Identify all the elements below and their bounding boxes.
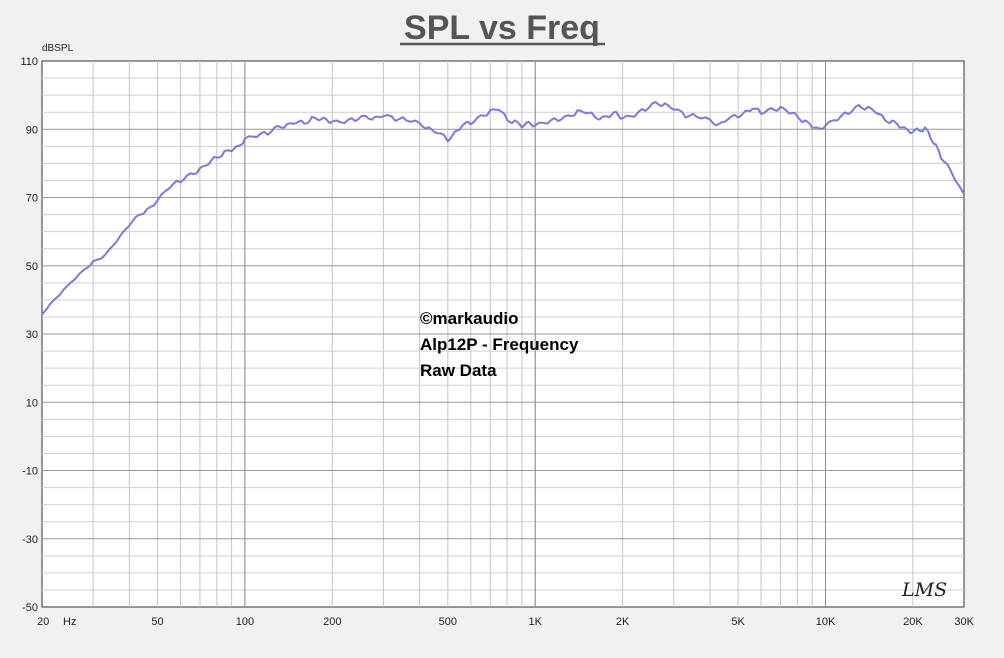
series-line xyxy=(41,101,965,315)
y-tick-label: 70 xyxy=(26,193,38,205)
y-tick-label: -30 xyxy=(22,534,38,546)
lms-logo: LMS xyxy=(901,579,947,601)
x-axis-unit: Hz xyxy=(63,616,76,628)
x-tick-label: 1K xyxy=(528,616,542,628)
x-tick-label: 200 xyxy=(323,616,341,628)
y-tick-label: -10 xyxy=(22,466,38,478)
y-axis-ticks: 110 90 70 50 30 10 -10 -30 -50 xyxy=(20,56,38,614)
grid-major xyxy=(42,61,964,607)
x-tick-label: 100 xyxy=(236,616,254,628)
x-tick-label: 20 xyxy=(37,616,49,628)
annotation-line: ©markaudio xyxy=(420,309,519,328)
y-tick-label: 10 xyxy=(26,397,38,409)
x-tick-label: 30K xyxy=(954,616,974,628)
y-tick-label: 110 xyxy=(20,56,38,68)
y-tick-label: 50 xyxy=(26,261,38,273)
x-tick-label: 10K xyxy=(816,616,836,628)
x-tick-label: 2K xyxy=(616,616,630,628)
y-tick-label: 30 xyxy=(26,329,38,341)
annotation-line: Alp12P - Frequency xyxy=(420,335,579,354)
chart-title: SPL vs Freq xyxy=(404,9,600,47)
annotation-block: ©markaudio Alp12P - Frequency Raw Data xyxy=(420,309,579,380)
x-tick-label: 50 xyxy=(151,616,163,628)
x-tick-label: 20K xyxy=(903,616,923,628)
y-tick-label: 90 xyxy=(26,124,38,136)
x-axis-ticks: 20 50 100 200 500 1K 2K 5K 10K 20K 30K Hz xyxy=(37,616,975,628)
x-tick-label: 500 xyxy=(439,616,457,628)
annotation-line: Raw Data xyxy=(420,361,497,380)
y-axis-unit-label: dBSPL xyxy=(42,43,74,54)
y-tick-label: -50 xyxy=(22,602,38,614)
x-tick-label: 5K xyxy=(731,616,745,628)
